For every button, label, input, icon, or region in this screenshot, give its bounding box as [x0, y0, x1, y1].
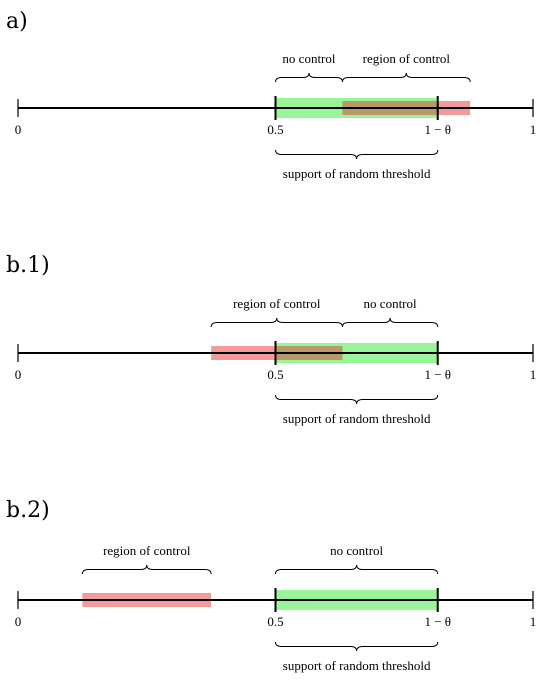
- brace-label-right: no control: [364, 296, 417, 311]
- tick-label-zero: 0: [15, 367, 22, 382]
- brace-above: [81, 564, 212, 575]
- tick-label-one-minus-theta: 1 − θ: [424, 367, 451, 382]
- support-brace: [275, 149, 439, 160]
- panel-label: a): [6, 9, 28, 34]
- support-brace: [275, 641, 439, 652]
- brace-label-right: no control: [330, 543, 383, 558]
- tick-label-half: 0.5: [267, 122, 283, 137]
- tick-label-one-minus-theta: 1 − θ: [424, 122, 451, 137]
- tick-label-one: 1: [530, 367, 536, 382]
- brace-label-left: no control: [282, 51, 335, 66]
- tick-label-half: 0.5: [267, 614, 283, 629]
- tick-label-one: 1: [530, 614, 536, 629]
- support-label: support of random threshold: [283, 411, 431, 426]
- brace-label-left: region of control: [103, 543, 191, 558]
- support-label: support of random threshold: [283, 166, 431, 181]
- brace-above: [341, 317, 439, 328]
- support-brace: [275, 394, 439, 405]
- brace-label-left: region of control: [233, 296, 321, 311]
- brace-above: [275, 72, 343, 83]
- tick-label-zero: 0: [15, 614, 22, 629]
- brace-above: [275, 564, 439, 575]
- tick-label-zero: 0: [15, 122, 22, 137]
- brace-label-right: region of control: [363, 51, 451, 66]
- tick-label-one-minus-theta: 1 − θ: [424, 614, 451, 629]
- tick-label-one: 1: [530, 122, 536, 137]
- brace-above: [341, 72, 471, 83]
- panel-label: b.1): [6, 253, 50, 278]
- tick-label-half: 0.5: [267, 367, 283, 382]
- support-label: support of random threshold: [283, 658, 431, 673]
- panel-label: b.2): [6, 498, 50, 523]
- brace-above: [210, 317, 343, 328]
